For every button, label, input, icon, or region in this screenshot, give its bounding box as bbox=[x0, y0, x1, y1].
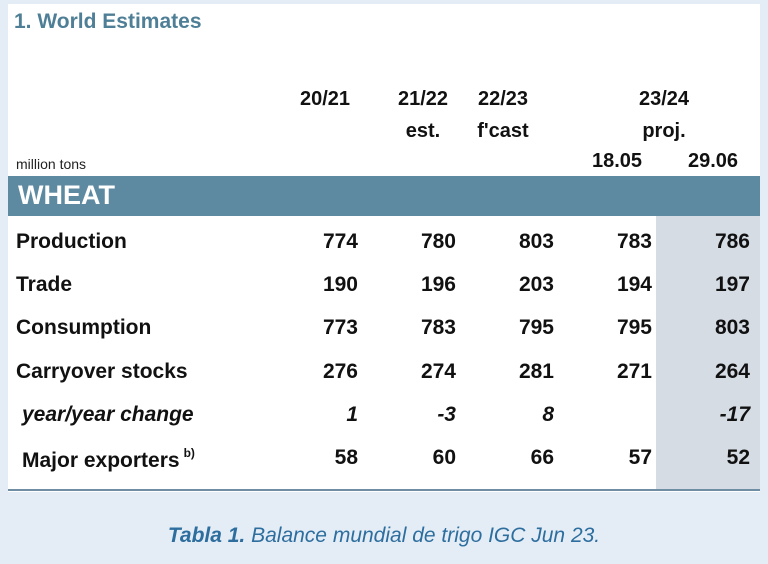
table-row: Trade 190 196 203 194 197 bbox=[8, 265, 760, 305]
table-row: Production 774 780 803 783 786 bbox=[8, 222, 760, 262]
cell: 194 bbox=[616, 273, 652, 296]
cell: 8 bbox=[542, 403, 554, 426]
cell: 795 bbox=[616, 316, 652, 339]
section-band: WHEAT bbox=[8, 176, 760, 216]
row-label: Consumption bbox=[16, 316, 152, 339]
col-header-2223-note: f'cast bbox=[477, 120, 529, 142]
cell: 271 bbox=[616, 360, 652, 383]
table-row: Carryover stocks 276 274 281 271 264 bbox=[8, 352, 760, 392]
cell: 264 bbox=[714, 360, 750, 383]
col-header-2223: 22/23 bbox=[477, 88, 529, 110]
cell: 66 bbox=[530, 446, 554, 469]
cell: 203 bbox=[518, 273, 554, 296]
row-label-text: Major exporters bbox=[22, 449, 180, 472]
cell: 197 bbox=[714, 273, 750, 296]
units-label: million tons bbox=[16, 156, 87, 172]
caption-text: Balance mundial de trigo IGC Jun 23. bbox=[245, 524, 601, 547]
row-label: Production bbox=[16, 230, 127, 253]
col-header-1805: 18.05 bbox=[591, 150, 643, 172]
cell: 783 bbox=[616, 230, 652, 253]
cell: 58 bbox=[334, 446, 358, 469]
cell: 786 bbox=[714, 230, 750, 253]
cell: 196 bbox=[420, 273, 456, 296]
cell: 774 bbox=[322, 230, 358, 253]
table-bottom-rule bbox=[8, 489, 760, 491]
table-panel: 1. World Estimates 20/21 21/22 est. 22/2… bbox=[8, 4, 760, 492]
cell: 783 bbox=[420, 316, 456, 339]
cell: 274 bbox=[420, 360, 456, 383]
section-title: WHEAT bbox=[18, 180, 115, 210]
cell: 803 bbox=[714, 316, 750, 339]
row-label: Trade bbox=[16, 273, 73, 296]
table-row: Consumption 773 783 795 795 803 bbox=[8, 308, 760, 348]
cell: 1 bbox=[346, 403, 358, 426]
figure-caption: Tabla 1. Balance mundial de trigo IGC Ju… bbox=[0, 524, 768, 548]
row-label: Carryover stocks bbox=[16, 360, 188, 383]
cell: -3 bbox=[437, 403, 456, 426]
cell: 773 bbox=[322, 316, 358, 339]
row-label: Major exporters b) bbox=[22, 446, 195, 473]
cell: 52 bbox=[726, 446, 750, 469]
table-row: Major exporters b) 58 60 66 57 52 bbox=[8, 438, 760, 478]
cell: 57 bbox=[628, 446, 652, 469]
caption-label: Tabla 1. bbox=[167, 524, 246, 547]
col-header-2324-note: proj. bbox=[642, 120, 686, 142]
cell: -17 bbox=[719, 403, 750, 426]
row-label: year/year change bbox=[22, 403, 194, 426]
cell: 780 bbox=[420, 230, 456, 253]
latest-column-shade bbox=[656, 216, 760, 490]
table-row: year/year change 1 -3 8 -17 bbox=[8, 395, 760, 435]
cell: 803 bbox=[518, 230, 554, 253]
col-header-2021: 20/21 bbox=[299, 88, 351, 110]
footnote-marker: b) bbox=[183, 446, 195, 460]
cell: 190 bbox=[322, 273, 358, 296]
cell: 795 bbox=[518, 316, 554, 339]
cell: 281 bbox=[518, 360, 554, 383]
col-header-2906: 29.06 bbox=[687, 150, 739, 172]
cell: 276 bbox=[322, 360, 358, 383]
col-header-2122-note: est. bbox=[405, 120, 441, 142]
cell: 60 bbox=[432, 446, 456, 469]
table-title: 1. World Estimates bbox=[14, 10, 202, 33]
col-header-2324: 23/24 bbox=[638, 88, 690, 110]
col-header-2122: 21/22 bbox=[397, 88, 449, 110]
